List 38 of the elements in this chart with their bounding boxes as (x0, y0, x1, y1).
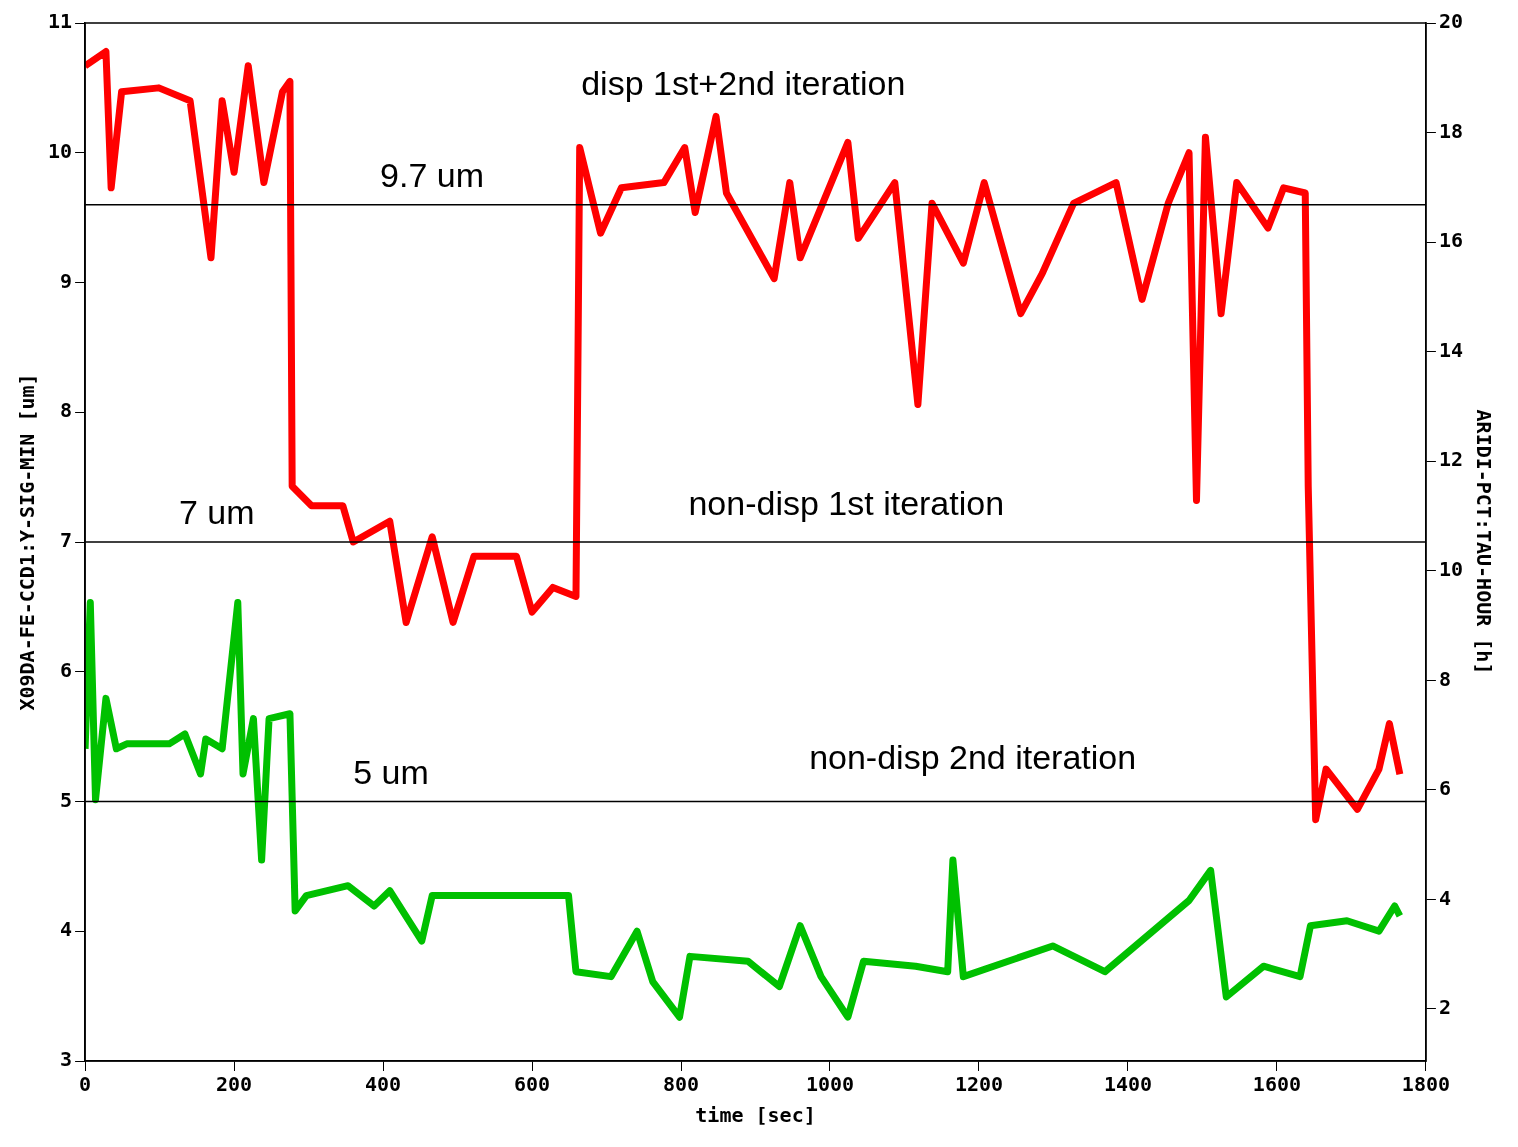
annotation: non-disp 1st iteration (688, 484, 1005, 523)
x-tick-label: 200 (216, 1072, 253, 1097)
y2-tick-label: 2 (1438, 995, 1451, 1020)
annotation: non-disp 2nd iteration (809, 738, 1137, 777)
x-tick-label: 1000 (805, 1072, 855, 1097)
y-tick-label: 4 (60, 917, 73, 942)
x-tick-label: 1600 (1252, 1072, 1302, 1097)
x-tick-label: 1800 (1401, 1072, 1450, 1097)
x-tick-label: 800 (662, 1072, 700, 1097)
ref-line-label: 9.7 um (380, 156, 485, 195)
y2-tick-label: 18 (1438, 118, 1464, 143)
y2-tick-label: 6 (1438, 776, 1451, 801)
x-tick-label: 0 (79, 1072, 92, 1097)
y2-tick-label: 10 (1438, 556, 1464, 581)
y-tick-label: 7 (60, 528, 73, 553)
y2-tick-label: 4 (1438, 885, 1451, 910)
y-tick-label: 10 (47, 138, 73, 163)
x-tick-label: 600 (513, 1072, 551, 1097)
x-tick-label: 1400 (1103, 1072, 1153, 1097)
y-tick-label: 5 (60, 787, 73, 812)
y2-tick-label: 20 (1438, 9, 1464, 34)
y2-tick-label: 8 (1438, 666, 1451, 691)
y2-tick-label: 12 (1438, 447, 1464, 472)
y2-tick-label: 16 (1438, 228, 1464, 253)
y-tick-label: 3 (60, 1047, 73, 1072)
y-tick-label: 11 (47, 9, 73, 34)
y-axis-title: X09DA-FE-CCD1:Y-SIG-MIN [um] (15, 373, 40, 711)
y2-axis-title: ARIDI-PCT:TAU-HOUR [h] (1471, 409, 1496, 675)
x-tick-label: 1200 (954, 1072, 1004, 1097)
y-tick-label: 8 (60, 398, 73, 423)
x-axis-title: time [sec] (695, 1103, 816, 1128)
annotation: disp 1st+2nd iteration (581, 63, 906, 102)
ref-line-label: 5 um (353, 752, 429, 791)
ref-line-label: 7 um (178, 493, 255, 532)
y-tick-label: 6 (60, 657, 73, 682)
y-tick-label: 9 (60, 268, 73, 293)
x-tick-label: 400 (364, 1072, 402, 1097)
y2-tick-label: 14 (1438, 337, 1464, 362)
